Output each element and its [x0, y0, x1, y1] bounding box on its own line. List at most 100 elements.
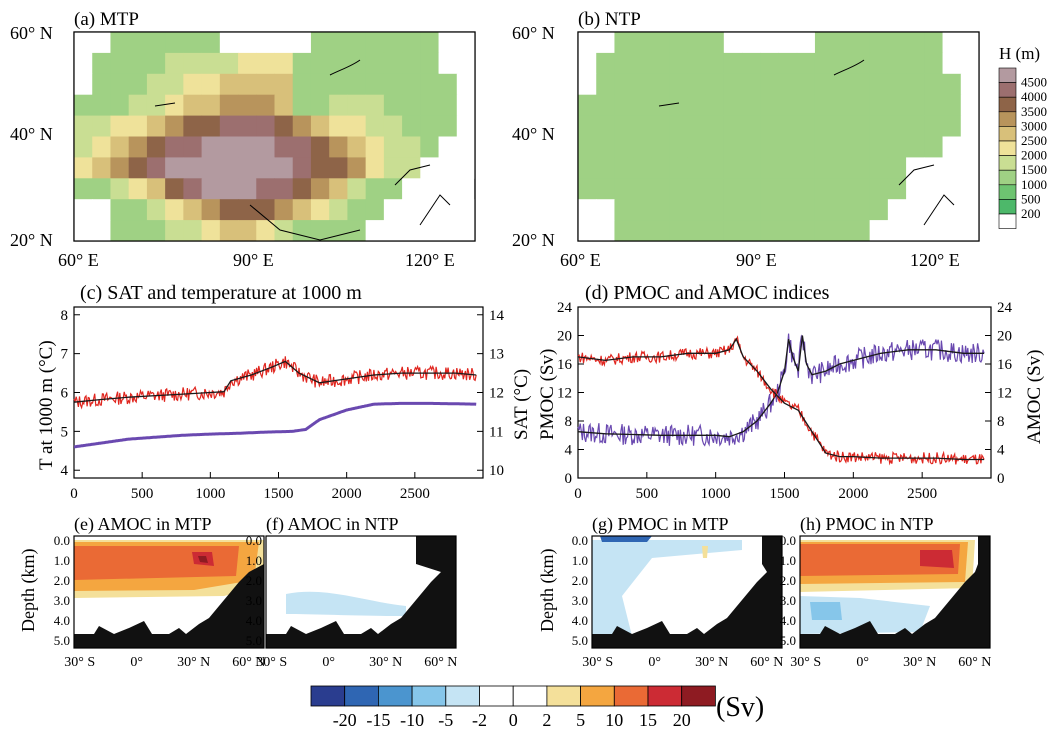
x-tick-label: 2000	[838, 486, 868, 502]
elevation-cell	[329, 94, 348, 117]
elevation-cell	[238, 32, 257, 54]
elevation-cell	[632, 136, 652, 158]
elevation-cell	[924, 94, 944, 117]
elevation-cell	[869, 178, 889, 200]
x-tick-label: 500	[131, 486, 154, 502]
elevation-cell	[420, 178, 440, 200]
lat-tick-label: 0°	[856, 655, 869, 670]
elevation-cell	[742, 94, 761, 117]
elevation-cell	[723, 136, 743, 158]
elevation-cell	[796, 220, 816, 242]
elevation-cell	[128, 178, 148, 200]
elevation-cell	[201, 178, 221, 200]
elevation-cell	[420, 115, 440, 137]
elevation-cell	[669, 199, 688, 221]
elevation-cell	[869, 220, 889, 242]
lat-tick-label: 60° N	[750, 655, 783, 670]
elevation-cell	[438, 136, 458, 158]
elevation-cell	[110, 94, 130, 117]
elevation-cell	[869, 32, 889, 54]
elevation-cell	[833, 73, 852, 96]
depth-tick-label: 5.0	[572, 633, 588, 648]
elevation-cell	[833, 220, 852, 242]
elevation-cell	[814, 199, 834, 221]
depth-tick-label: 1.0	[572, 553, 588, 568]
elevation-cell	[869, 73, 889, 96]
elevation-cell	[292, 220, 312, 242]
elevation-cell	[310, 178, 330, 200]
map-a-lon-120: 120° E	[405, 250, 455, 270]
elevation-cell	[274, 73, 294, 96]
elevation-cell	[942, 220, 962, 242]
elevation-cell	[614, 115, 634, 137]
elevation-cell	[165, 220, 184, 242]
elevation-cell	[74, 199, 93, 221]
elevation-cell	[402, 115, 421, 137]
elevation-cell	[942, 52, 962, 75]
moc-panel-frame	[73, 535, 265, 649]
elevation-cell	[310, 73, 330, 96]
elevation-cell	[851, 94, 871, 117]
elevation-cell	[960, 52, 980, 75]
y2-tick-label: 12	[997, 386, 1012, 402]
elevation-cell	[238, 220, 257, 242]
elevation-cell	[778, 115, 798, 137]
elevation-cell	[292, 115, 312, 137]
elevation-cell	[347, 157, 367, 179]
elevation-cell	[146, 52, 166, 75]
elevation-cell	[942, 73, 962, 96]
elevation-cell	[814, 115, 834, 137]
colorbar-tick-label: -2	[472, 710, 487, 730]
elevation-cell	[814, 73, 834, 96]
colorbar: (Sv) -20 -15 -10 -5 -2 0 2 5 10 15 20	[310, 685, 764, 730]
elevation-cell	[383, 220, 403, 242]
elevation-cell	[383, 52, 403, 75]
elevation-cell	[632, 199, 652, 221]
elevation-cell	[256, 52, 275, 75]
lat-tick-label: 30° N	[177, 655, 210, 670]
elevation-cell	[578, 199, 597, 221]
map-a-lat-40: 40° N	[10, 124, 53, 144]
elevation-cell	[256, 94, 275, 117]
elevation-cell	[723, 178, 743, 200]
legend-level-label: 1500	[1021, 162, 1047, 177]
elevation-cell	[347, 73, 367, 96]
elevation-cell	[402, 52, 421, 75]
elevation-cell	[869, 136, 889, 158]
lat-tick-label: 0°	[130, 655, 143, 670]
elevation-cell	[201, 220, 221, 242]
elevation-cell	[292, 94, 312, 117]
elevation-cell	[110, 157, 130, 179]
legend-swatch	[998, 67, 1017, 83]
elevation-cell	[814, 178, 834, 200]
elevation-cell	[365, 52, 385, 75]
elevation-cell	[796, 136, 816, 158]
colorbar-swatch	[580, 685, 615, 707]
elevation-cell	[238, 115, 257, 137]
colorbar-swatch	[647, 685, 683, 707]
elevation-cell	[92, 157, 111, 179]
elevation-cell	[778, 73, 798, 96]
elevation-cell	[906, 178, 925, 200]
x-tick-label: 0	[574, 486, 582, 502]
y2-tick-label: 20	[997, 329, 1012, 345]
elevation-cell	[833, 199, 852, 221]
elevation-cell	[165, 32, 184, 54]
seafloor	[74, 536, 264, 648]
elevation-cell	[906, 32, 925, 54]
elevation-cell	[742, 157, 761, 179]
elevation-cell	[887, 115, 907, 137]
elevation-cell	[814, 157, 834, 179]
elevation-cell	[110, 136, 130, 158]
overturning-contour	[198, 556, 208, 563]
elevation-cell	[596, 178, 615, 200]
map-b-title: (b) NTP	[578, 9, 641, 30]
elevation-cell	[183, 136, 203, 158]
elevation-cell	[402, 32, 421, 54]
legend-swatch	[998, 199, 1017, 215]
elevation-cell	[347, 52, 367, 75]
elevation-cell	[814, 32, 834, 54]
elevation-cell	[942, 115, 962, 137]
legend-level-label: 2000	[1021, 148, 1047, 163]
elevation-cell	[705, 157, 725, 179]
